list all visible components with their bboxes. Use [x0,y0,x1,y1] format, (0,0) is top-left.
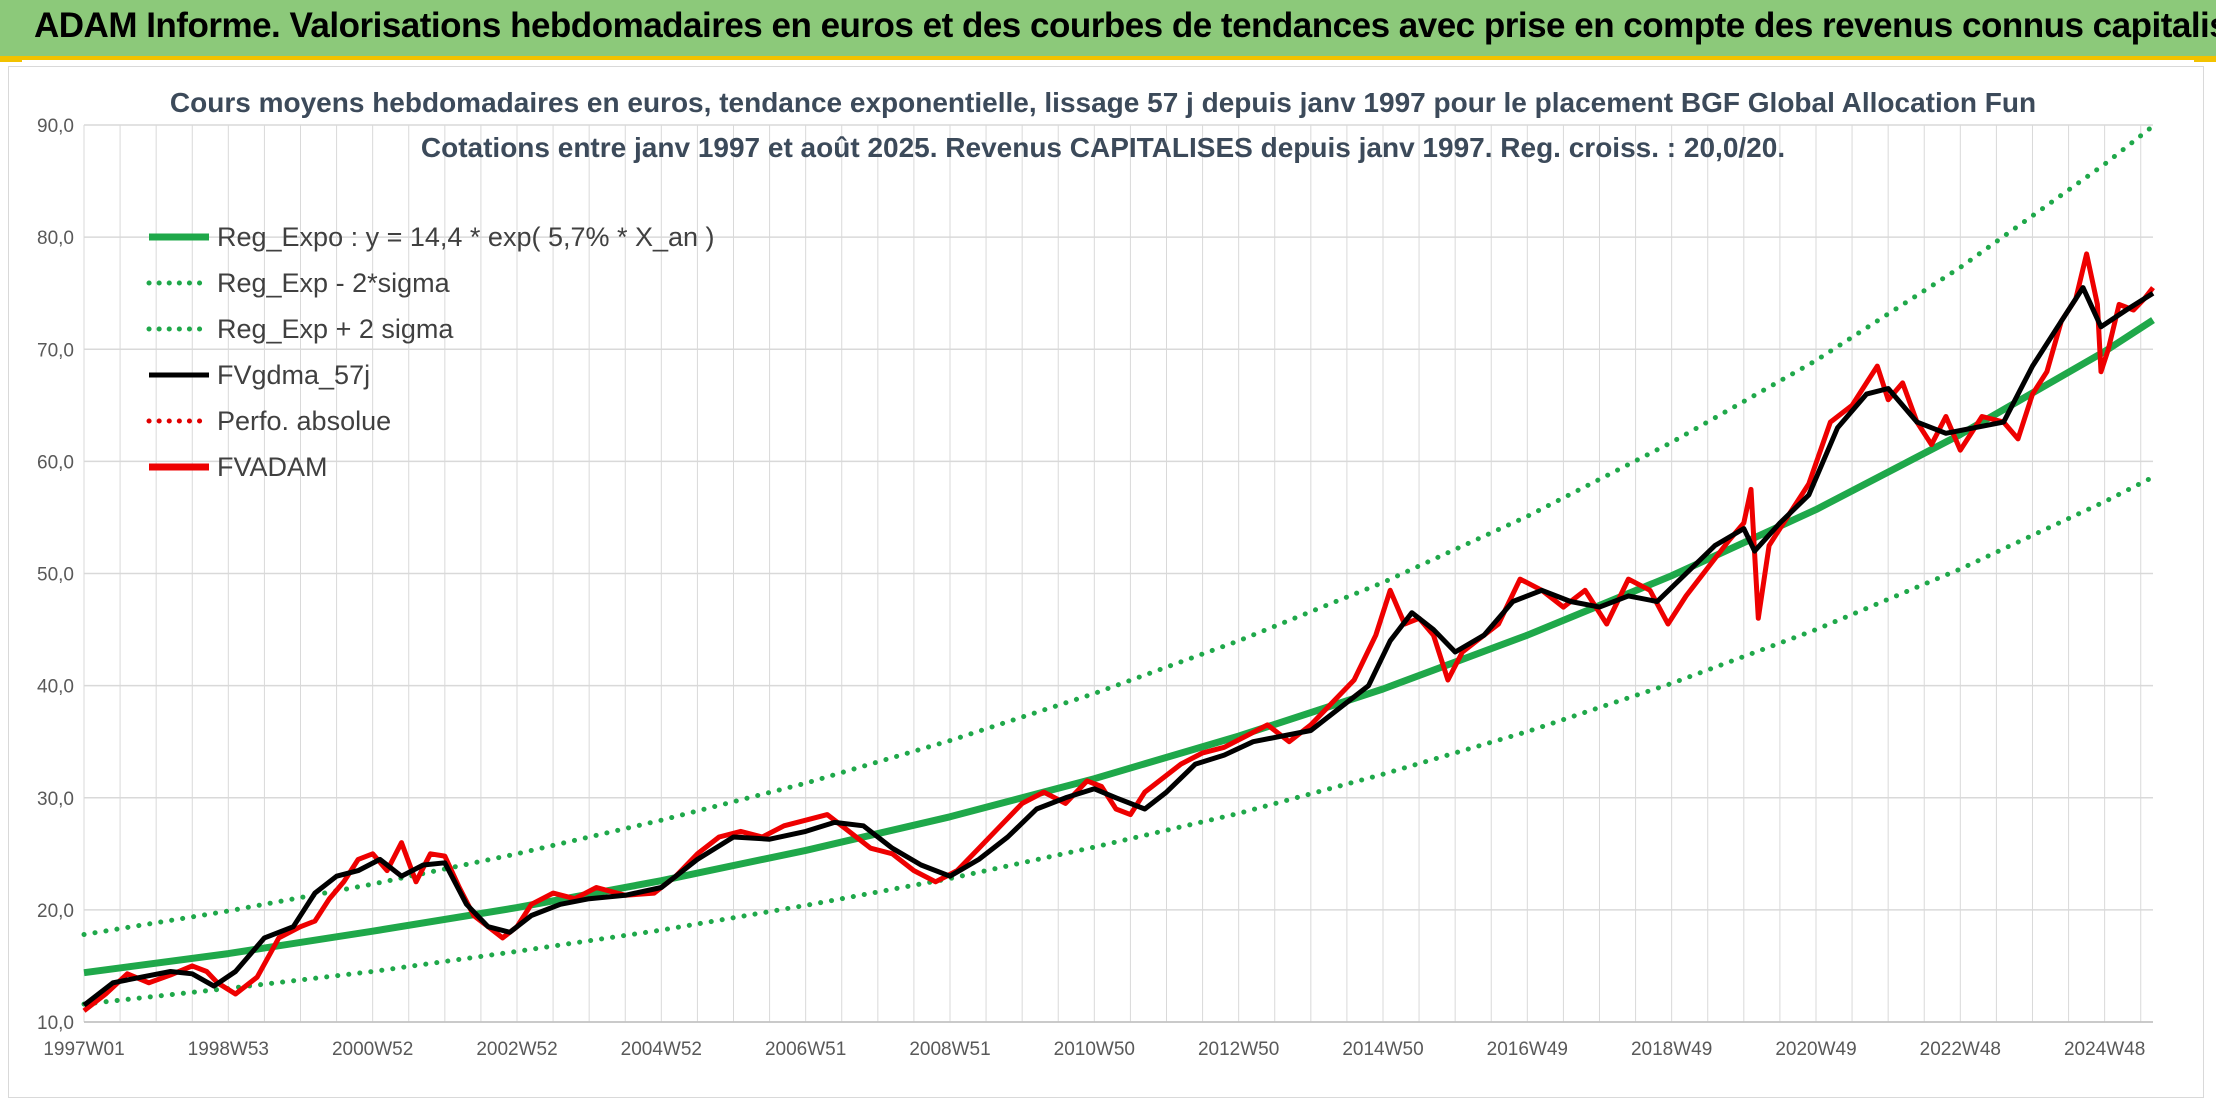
price-line [82,251,2155,1013]
y-tick-label: 50,0 [37,565,74,586]
y-tick-label: 80,0 [37,228,74,249]
x-tick-label: 2006W51 [765,1039,846,1060]
banner-corner-mark-left [0,56,22,62]
legend-label: FVgdma_57j [217,360,370,390]
legend-label: Reg_Exp - 2*sigma [217,268,451,298]
x-tick-label: 2000W52 [332,1039,413,1060]
smoothed-line [82,285,2155,1008]
banner-corner-mark-right [2194,56,2216,62]
x-tick-label: 2018W49 [1631,1039,1712,1060]
chart-title: Cours moyens hebdomadaires en euros, ten… [170,87,2036,118]
legend: Reg_Expo : y = 14,4 * exp( 5,7% * X_an )… [146,222,715,482]
x-tick-label: 2004W52 [621,1039,702,1060]
x-tick-label: 2010W50 [1054,1039,1135,1060]
y-tick-label: 70,0 [37,340,74,361]
x-tick-label: 2022W48 [1920,1039,2001,1060]
x-tick-label: 2016W49 [1487,1039,1568,1060]
report-title: ADAM Informe. Valorisations hebdomadaire… [34,6,2216,45]
y-tick-label: 20,0 [37,901,74,922]
lower-band-line [81,474,2156,1007]
x-tick-label: 2002W52 [476,1039,557,1060]
x-tick-label: 1998W53 [188,1039,269,1060]
y-tick-label: 60,0 [37,452,74,473]
series [81,123,2156,1013]
y-tick-label: 90,0 [37,116,74,137]
legend-label: Reg_Expo : y = 14,4 * exp( 5,7% * X_an ) [217,222,715,252]
y-tick-label: 30,0 [37,789,74,810]
y-tick-label: 10,0 [37,1013,74,1034]
upper-band-line [81,123,2156,937]
legend-label: FVADAM [217,452,328,482]
x-tick-label: 2024W48 [2064,1039,2145,1060]
trend-line [83,317,2155,977]
price-trend-chart: 10,0 20,0 30,0 40,0 50,0 60,0 70,0 80,0 90,0 1997… [37,87,2156,1060]
legend-label: Perfo. absolue [217,406,391,436]
grid [83,124,2153,1023]
axes: 10,0 20,0 30,0 40,0 50,0 60,0 70,0 80,0 90,0 1997… [37,116,2153,1060]
report-banner: ADAM Informe. Valorisations hebdomadaire… [0,0,2216,60]
x-tick-label: 1997W01 [43,1039,124,1060]
y-tick-label: 40,0 [37,677,74,698]
x-tick-label: 2014W50 [1342,1039,1423,1060]
x-tick-label: 2020W49 [1775,1039,1856,1060]
x-tick-label: 2012W50 [1198,1039,1279,1060]
legend-label: Reg_Exp + 2 sigma [217,314,454,344]
chart-frame: 10,0 20,0 30,0 40,0 50,0 60,0 70,0 80,0 90,0 1997… [8,66,2204,1098]
chart-subtitle: Cotations entre janv 1997 et août 2025. … [421,132,1785,163]
x-tick-label: 2008W51 [909,1039,990,1060]
